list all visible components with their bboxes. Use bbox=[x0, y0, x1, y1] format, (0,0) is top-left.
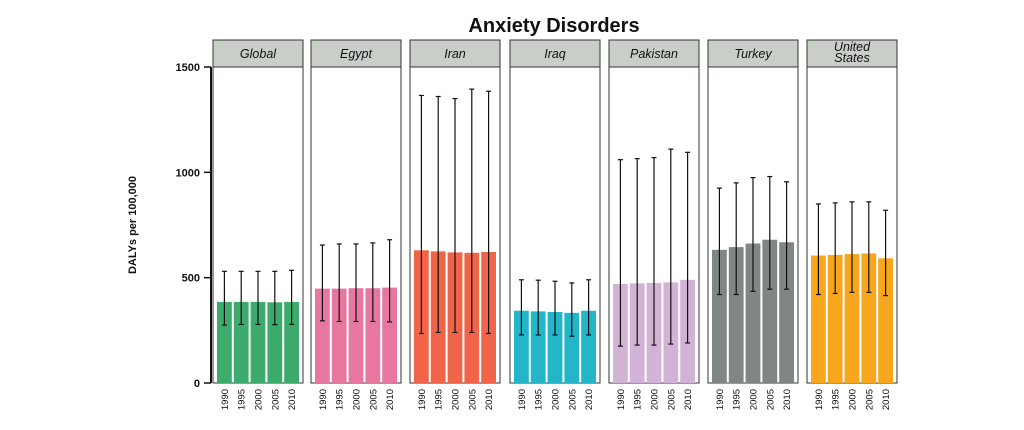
x-tick-label: 2010 bbox=[584, 389, 595, 410]
x-tick-label: 2000 bbox=[352, 389, 363, 410]
panel: Turkey 1990 1995 2000 2005 2010 bbox=[707, 39, 799, 410]
x-tick-label: 2000 bbox=[551, 389, 562, 410]
y-tick-label: 500 bbox=[182, 273, 200, 285]
panel-title: Egypt bbox=[340, 47, 372, 61]
bar bbox=[547, 312, 563, 383]
x-tick-label: 1990 bbox=[715, 389, 726, 410]
panel: Iraq 1990 1995 2000 2005 2010 bbox=[509, 39, 601, 410]
bar bbox=[530, 311, 546, 383]
x-tick-label: 2005 bbox=[864, 389, 875, 410]
x-tick-label: 2000 bbox=[650, 389, 661, 410]
panel: Iran 1990 1995 2000 2005 2010 bbox=[409, 39, 501, 410]
x-tick-label: 2005 bbox=[567, 389, 578, 410]
y-axis-label: DALYs per 100,000 bbox=[127, 176, 139, 274]
bar bbox=[564, 312, 580, 383]
x-tick-label: 1990 bbox=[814, 389, 825, 410]
x-tick-label: 2000 bbox=[848, 389, 859, 410]
bar bbox=[217, 301, 232, 383]
bar bbox=[284, 301, 299, 383]
bar bbox=[382, 287, 397, 383]
bar bbox=[365, 288, 381, 383]
y-tick-label: 1000 bbox=[176, 167, 200, 179]
panels: Global 1990 1995 2000 2005 2010 Egypt 1990 1995 2… bbox=[212, 39, 898, 410]
x-tick-label: 2010 bbox=[385, 389, 396, 410]
x-tick-label: 2005 bbox=[368, 389, 379, 410]
bar bbox=[861, 253, 877, 383]
bar bbox=[844, 254, 860, 383]
bar bbox=[267, 302, 283, 383]
panel-title: Global bbox=[240, 47, 277, 61]
x-tick-label: 2010 bbox=[683, 389, 694, 410]
x-tick-label: 1990 bbox=[318, 389, 329, 410]
panel-strip bbox=[806, 39, 898, 68]
panel: Egypt 1990 1995 2000 2005 2010 bbox=[310, 39, 402, 410]
x-tick-label: 1995 bbox=[335, 389, 346, 410]
panel-title: Iraq bbox=[544, 47, 566, 61]
panel-strip bbox=[707, 39, 799, 68]
x-tick-label: 2000 bbox=[254, 389, 265, 410]
x-tick-label: 2010 bbox=[484, 389, 495, 410]
bar bbox=[514, 310, 529, 383]
x-tick-label: 1995 bbox=[831, 389, 842, 410]
bar bbox=[315, 288, 330, 383]
x-tick-label: 1995 bbox=[732, 389, 743, 410]
panel-strip bbox=[608, 39, 700, 68]
x-tick-label: 1995 bbox=[237, 389, 248, 410]
x-tick-label: 2000 bbox=[749, 389, 760, 410]
panel: United States 1990 1995 2000 2005 2010 bbox=[806, 39, 898, 410]
x-tick-label: 2000 bbox=[451, 389, 462, 410]
bar bbox=[331, 288, 347, 383]
bar bbox=[728, 247, 744, 383]
y-tick-label: 1500 bbox=[176, 62, 200, 74]
bar bbox=[348, 288, 364, 383]
x-tick-label: 1995 bbox=[534, 389, 545, 410]
x-tick-label: 1990 bbox=[417, 389, 428, 410]
bar bbox=[712, 249, 727, 383]
panel-title: United States bbox=[834, 40, 871, 65]
y-axis: 0 500 1000 1500 bbox=[176, 62, 212, 390]
x-tick-label: 2010 bbox=[881, 389, 892, 410]
bar bbox=[581, 310, 596, 383]
panel: Global 1990 1995 2000 2005 2010 bbox=[212, 39, 304, 410]
x-tick-label: 1995 bbox=[633, 389, 644, 410]
panel-strip bbox=[310, 39, 402, 68]
bar bbox=[779, 242, 794, 383]
chart-title: Anxiety Disorders bbox=[468, 15, 639, 37]
panel-title: Turkey bbox=[734, 47, 772, 61]
bar bbox=[762, 239, 778, 383]
x-tick-label: 2005 bbox=[765, 389, 776, 410]
bar bbox=[827, 254, 843, 383]
x-tick-label: 1990 bbox=[517, 389, 528, 410]
y-tick-label: 0 bbox=[194, 378, 200, 390]
x-tick-label: 2010 bbox=[287, 389, 298, 410]
x-tick-label: 1995 bbox=[434, 389, 445, 410]
x-tick-label: 2005 bbox=[467, 389, 478, 410]
panel: Pakistan 1990 1995 2000 2005 2010 bbox=[608, 39, 700, 410]
x-tick-label: 2005 bbox=[270, 389, 281, 410]
bar bbox=[250, 301, 266, 383]
panel-title: Pakistan bbox=[630, 47, 678, 61]
x-tick-label: 1990 bbox=[220, 389, 231, 410]
x-tick-label: 1990 bbox=[616, 389, 627, 410]
x-tick-label: 2005 bbox=[666, 389, 677, 410]
panel-strip bbox=[409, 39, 501, 68]
bar bbox=[811, 255, 826, 383]
panel-strip bbox=[212, 39, 304, 68]
panel-title: Iran bbox=[444, 47, 466, 61]
bar bbox=[233, 301, 249, 383]
bar bbox=[878, 258, 893, 383]
bar bbox=[745, 243, 761, 383]
x-tick-label: 2010 bbox=[782, 389, 793, 410]
